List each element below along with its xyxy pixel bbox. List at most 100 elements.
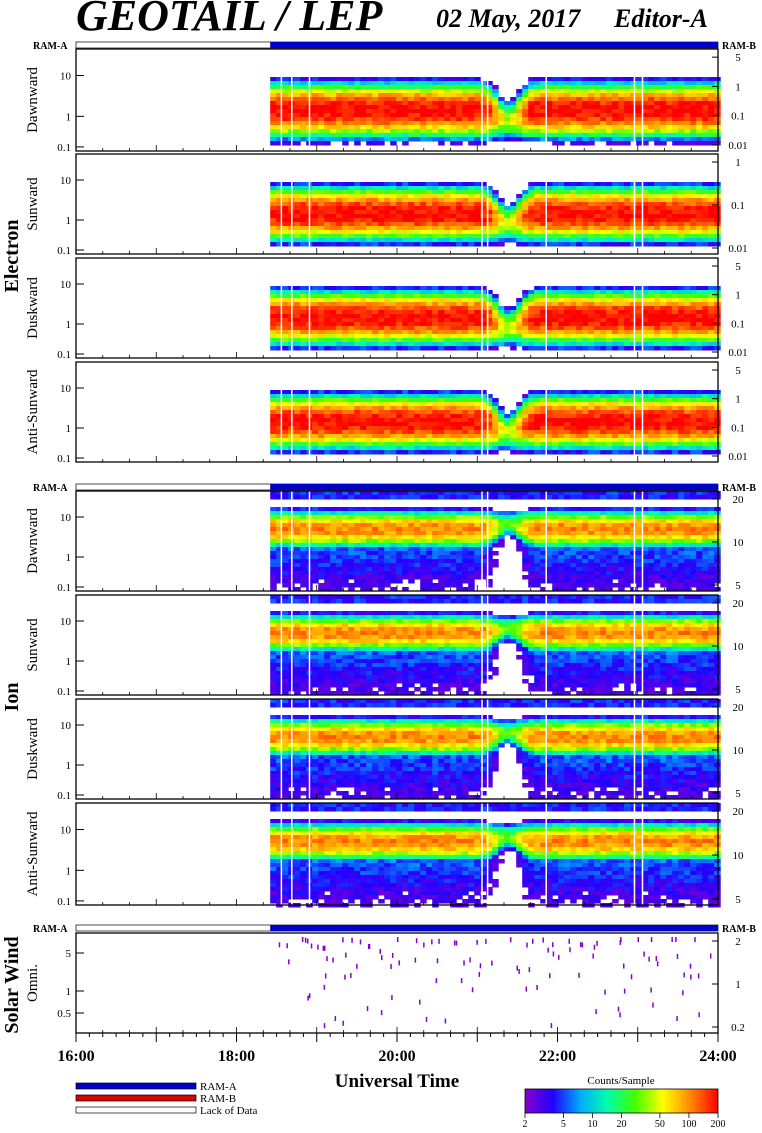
x-tick-label: 22:00 [539,1048,576,1065]
right-tick-label: 1 [735,979,741,991]
ram-a-label: RAM-A [33,924,68,935]
left-tick-label: 1 [66,656,72,668]
x-axis-label: Universal Time [335,1071,459,1092]
left-tick-label: 0.1 [57,349,71,361]
legend-item-label: RAM-A [200,1081,237,1093]
left-tick-label: 10 [60,825,72,837]
left-tick-label: 1 [66,986,72,998]
right-tick-label: 1 [735,290,741,302]
ram-a-bar [270,925,718,931]
right-tick-label: 0.01 [728,243,747,255]
left-tick-label: 10 [60,512,72,524]
left-tick-label: 0.1 [57,582,71,594]
left-tick-label: 10 [60,279,72,291]
right-tick-label: 5 [735,788,741,800]
right-tick-label: 0.01 [728,347,747,359]
left-tick-label: 1 [66,423,72,435]
panel-label: Anti-Sunward [25,811,41,896]
plot-date: 02 May, 2017 [436,4,581,33]
ram-a-bar [270,42,718,48]
x-tick-label: 24:00 [699,1048,736,1065]
legend-item-label: Lack of Data [200,1105,258,1117]
left-tick-label: 1 [66,552,72,564]
panel-label: Sunward [25,177,41,231]
right-tick-label: 10 [733,537,745,549]
right-tick-label: 20 [733,494,745,506]
right-tick-label: 0.01 [728,140,747,152]
colorbar-title: Counts/Sample [587,1075,654,1087]
right-tick-label: 0.1 [731,200,745,212]
legend-swatch [76,1095,196,1101]
group-label-2: Solar Wind [1,936,23,1033]
left-tick-label: 5 [66,948,72,960]
right-tick-label: 20 [733,598,745,610]
legend-swatch [76,1083,196,1089]
right-tick-label: 0.01 [728,451,747,463]
ram-a-label: RAM-A [33,41,68,52]
ram-b-label: RAM-B [722,924,756,935]
left-tick-label: 1 [66,760,72,772]
group-label-0: Electron [1,220,23,293]
left-tick-label: 0.1 [57,142,71,154]
plot-editor: Editor-A [613,4,708,33]
left-tick-label: 10 [60,720,72,732]
left-tick-label: 10 [60,71,72,83]
plot-title: GEOTAIL / LEP [76,0,384,40]
ram-b-label: RAM-B [722,483,756,494]
right-tick-label: 20 [733,806,745,818]
right-tick-label: 5 [735,261,741,273]
left-tick-label: 0.5 [57,1008,71,1020]
right-tick-label: 20 [733,702,745,714]
panel-label: Omni. [25,964,41,1002]
right-tick-label: 2 [735,936,741,948]
panel-label: Dawnward [25,67,41,133]
time-axis: 16:00 18:00 20:00 22:00 24:00 [57,1033,736,1065]
colorbar-tick-label: 2 [523,1119,528,1128]
right-tick-label: 5 [735,52,741,64]
x-tick-label: 18:00 [218,1048,255,1065]
right-tick-label: 0.1 [731,422,745,434]
x-tick-label: 20:00 [378,1048,415,1065]
panel-label: Dawnward [25,508,41,574]
right-tick-label: 1 [735,394,741,406]
right-tick-label: 1 [735,157,741,169]
left-tick-label: 0.1 [57,245,71,257]
right-tick-label: 5 [735,894,741,906]
legend-item-label: RAM-B [200,1093,236,1105]
left-tick-label: 1 [66,111,72,123]
left-tick-label: 10 [60,175,72,187]
panel-label: Anti-Sunward [25,369,41,454]
colorbar-tick-label: 100 [681,1119,696,1128]
left-tick-label: 0.1 [57,686,71,698]
group-label-1: Ion [1,683,23,712]
ram-a-bar [270,484,718,490]
right-tick-label: 0.1 [731,318,745,330]
x-tick-label: 16:00 [57,1048,94,1065]
right-tick-label: 1 [735,81,741,93]
colorbar-tick-label: 50 [655,1119,665,1128]
colorbar-gradient [525,1089,718,1113]
legend-swatch [76,1107,196,1113]
colorbar-tick-label: 20 [617,1119,627,1128]
colorbar-tick-label: 10 [587,1119,597,1128]
right-tick-label: 10 [733,641,745,653]
left-tick-label: 0.1 [57,790,71,802]
right-tick-label: 5 [735,580,741,592]
panel-background [76,933,718,1033]
panel-ion-dawnward: Dawnward 10 1 0.1 20 10 5 [25,491,744,594]
left-tick-label: 0.1 [57,896,71,908]
right-tick-label: 5 [735,684,741,696]
left-tick-label: 1 [66,865,72,877]
panel-label: Duskward [25,277,41,339]
